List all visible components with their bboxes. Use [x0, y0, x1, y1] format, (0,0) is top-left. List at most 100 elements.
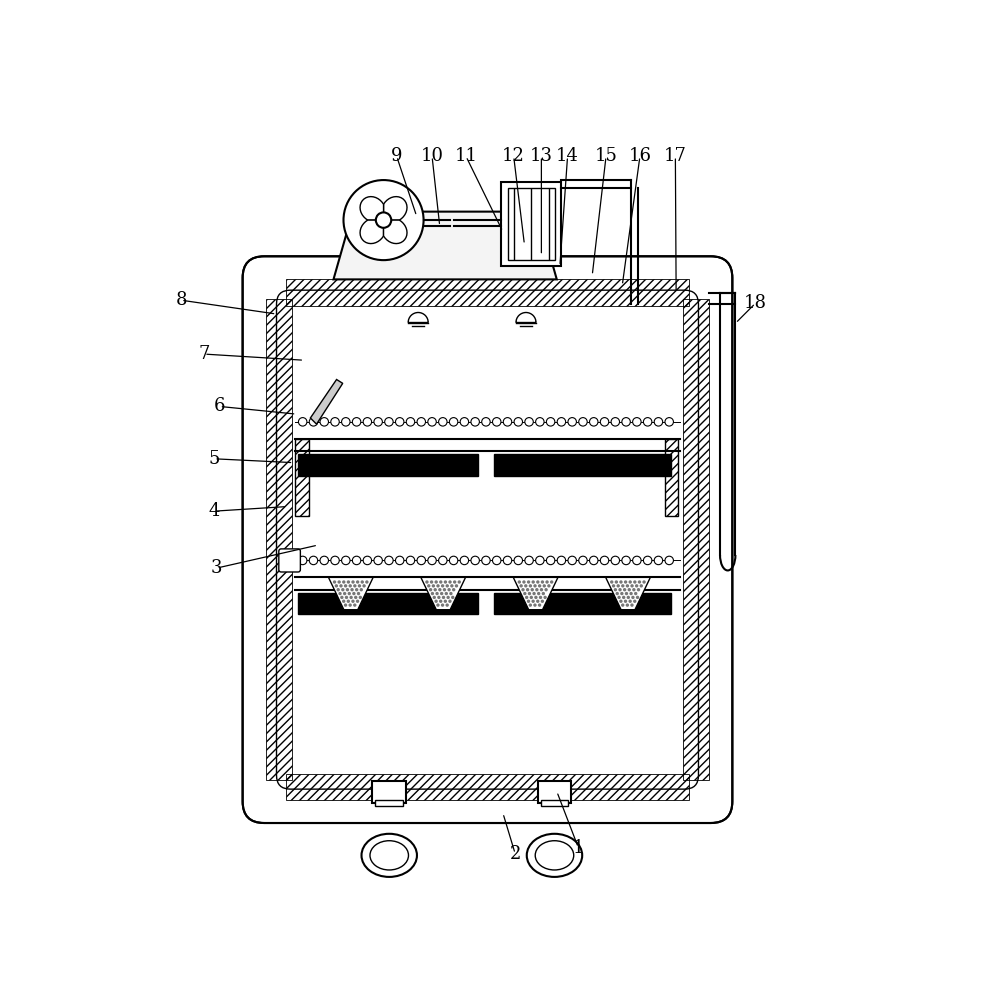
Circle shape: [535, 588, 539, 591]
Circle shape: [600, 418, 609, 426]
Circle shape: [514, 418, 522, 426]
Circle shape: [417, 418, 426, 426]
Circle shape: [589, 418, 598, 426]
Circle shape: [545, 588, 548, 591]
Circle shape: [536, 418, 544, 426]
Polygon shape: [334, 212, 557, 279]
Circle shape: [354, 584, 357, 588]
Circle shape: [612, 584, 616, 588]
Circle shape: [435, 592, 438, 595]
Polygon shape: [606, 577, 650, 610]
Circle shape: [443, 580, 447, 584]
Circle shape: [625, 584, 629, 588]
Circle shape: [437, 596, 440, 599]
Circle shape: [385, 556, 393, 565]
Ellipse shape: [381, 242, 394, 259]
Circle shape: [534, 596, 538, 599]
Circle shape: [436, 603, 439, 607]
FancyBboxPatch shape: [242, 256, 733, 823]
Circle shape: [622, 556, 630, 565]
Circle shape: [627, 588, 631, 591]
Circle shape: [637, 588, 640, 591]
Circle shape: [309, 418, 318, 426]
Text: 8: 8: [175, 291, 187, 309]
Circle shape: [528, 592, 531, 595]
Bar: [541, 800, 568, 806]
Circle shape: [298, 556, 307, 565]
Circle shape: [537, 592, 541, 595]
Bar: [298, 454, 479, 476]
Circle shape: [447, 588, 451, 591]
Circle shape: [374, 418, 382, 426]
Circle shape: [395, 418, 404, 426]
Circle shape: [426, 580, 428, 584]
Circle shape: [331, 556, 339, 565]
Circle shape: [448, 600, 452, 603]
Circle shape: [525, 596, 528, 599]
Circle shape: [352, 580, 355, 584]
Circle shape: [385, 418, 393, 426]
Circle shape: [445, 603, 449, 607]
Circle shape: [611, 418, 620, 426]
Circle shape: [362, 584, 365, 588]
Text: 13: 13: [530, 147, 553, 165]
Circle shape: [340, 596, 344, 599]
Circle shape: [471, 418, 480, 426]
Circle shape: [406, 556, 415, 565]
Text: 11: 11: [454, 147, 478, 165]
Circle shape: [427, 584, 430, 588]
Polygon shape: [383, 220, 407, 244]
Circle shape: [631, 596, 634, 599]
Circle shape: [429, 580, 433, 584]
Circle shape: [363, 418, 371, 426]
Circle shape: [349, 584, 352, 588]
Text: 15: 15: [595, 147, 618, 165]
Circle shape: [637, 580, 641, 584]
Polygon shape: [513, 577, 558, 610]
Circle shape: [625, 603, 629, 607]
Circle shape: [529, 584, 532, 588]
Circle shape: [439, 580, 442, 584]
Circle shape: [544, 596, 547, 599]
Circle shape: [442, 596, 445, 599]
Circle shape: [438, 588, 441, 591]
Circle shape: [618, 596, 621, 599]
Circle shape: [620, 580, 623, 584]
Circle shape: [547, 418, 555, 426]
Text: 9: 9: [391, 147, 403, 165]
Circle shape: [449, 556, 458, 565]
Circle shape: [630, 584, 633, 588]
Circle shape: [629, 592, 632, 595]
Wedge shape: [516, 312, 536, 323]
Circle shape: [365, 580, 368, 584]
Polygon shape: [328, 577, 373, 610]
Circle shape: [309, 556, 318, 565]
Circle shape: [376, 212, 391, 228]
Circle shape: [654, 418, 663, 426]
Circle shape: [443, 600, 447, 603]
Circle shape: [538, 603, 542, 607]
Circle shape: [431, 584, 435, 588]
Circle shape: [624, 600, 627, 603]
Circle shape: [482, 556, 491, 565]
Circle shape: [338, 580, 341, 584]
Circle shape: [634, 592, 637, 595]
Circle shape: [428, 588, 432, 591]
Circle shape: [349, 603, 352, 607]
Circle shape: [346, 588, 349, 591]
Circle shape: [616, 592, 619, 595]
Circle shape: [665, 556, 674, 565]
Circle shape: [548, 584, 551, 588]
Circle shape: [665, 418, 674, 426]
Circle shape: [460, 418, 469, 426]
Circle shape: [433, 588, 437, 591]
Circle shape: [624, 592, 628, 595]
Bar: [501, 182, 561, 266]
Circle shape: [439, 600, 442, 603]
Bar: [286, 774, 690, 800]
Bar: [295, 439, 309, 516]
Circle shape: [445, 584, 449, 588]
Circle shape: [536, 580, 540, 584]
Circle shape: [333, 580, 336, 584]
Circle shape: [458, 580, 461, 584]
